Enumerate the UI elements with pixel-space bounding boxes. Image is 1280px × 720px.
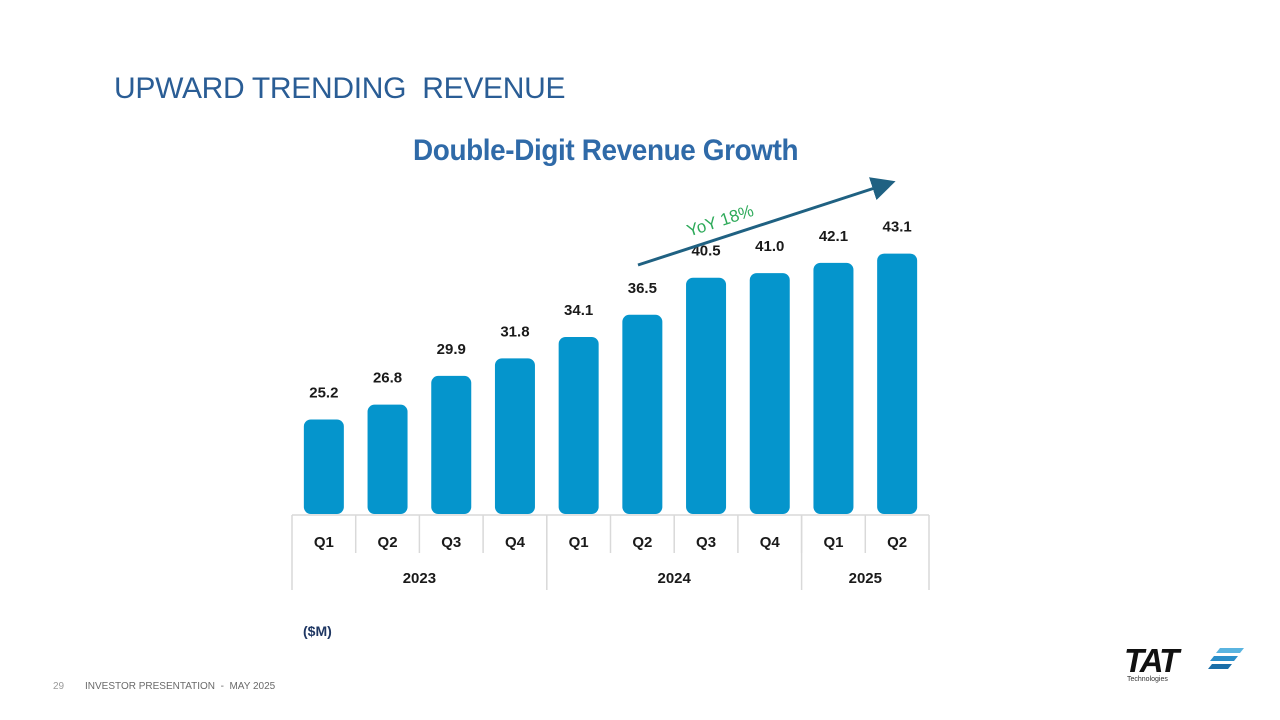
bar-9 <box>877 253 918 514</box>
quarter-label-1: Q2 <box>378 534 398 551</box>
logo-stripes-icon <box>1208 648 1244 669</box>
slide-title: UPWARD TRENDING REVENUE <box>114 72 566 105</box>
quarter-label-0: Q1 <box>314 534 334 551</box>
logo-wordmark: TAT <box>1124 642 1179 679</box>
value-label-4: 34.1 <box>564 302 593 319</box>
quarter-label-5: Q2 <box>632 534 652 551</box>
chart-title: Double-Digit Revenue Growth <box>413 134 799 167</box>
year-label-2024: 2024 <box>658 570 692 587</box>
value-label-1: 26.8 <box>373 370 402 387</box>
bar-4 <box>558 337 599 514</box>
quarter-label-8: Q1 <box>823 534 843 551</box>
quarter-label-6: Q3 <box>696 534 716 551</box>
bar-8 <box>813 262 854 514</box>
bar-2 <box>431 375 472 514</box>
quarter-label-7: Q4 <box>760 534 781 551</box>
value-label-8: 42.1 <box>819 228 848 245</box>
bar-3 <box>494 358 535 514</box>
value-label-7: 41.0 <box>755 238 784 255</box>
quarter-label-4: Q1 <box>569 534 589 551</box>
logo-subtitle: Technologies <box>1127 676 1168 683</box>
page-number: 29 <box>53 681 65 692</box>
bar-1 <box>367 404 408 514</box>
value-labels-layer: 25.2 26.8 29.9 31.8 34.1 36.5 40.5 41.0 42.1 43.1 <box>309 219 912 402</box>
year-label-2025: 2025 <box>849 570 882 587</box>
bar-0 <box>303 419 344 514</box>
quarter-label-9: Q2 <box>887 534 907 551</box>
footer-text: INVESTOR PRESENTATION - MAY 2025 <box>85 681 276 692</box>
trend-arrow-icon <box>637 177 896 267</box>
bar-7 <box>749 273 790 514</box>
category-table: Q1 Q2 Q3 Q4 Q1 Q2 Q3 Q4 Q1 Q2 2023 2024 2025 <box>291 514 930 590</box>
value-label-9: 43.1 <box>883 219 912 236</box>
value-label-3: 31.8 <box>500 323 529 340</box>
value-label-2: 29.9 <box>437 341 466 358</box>
value-label-5: 36.5 <box>628 280 657 297</box>
quarter-label-3: Q4 <box>505 534 526 551</box>
unit-label: ($M) <box>303 623 332 639</box>
bars-layer <box>303 253 918 514</box>
bar-5 <box>622 314 663 514</box>
yoy-growth-label: YoY 18% <box>685 201 757 240</box>
quarter-label-2: Q3 <box>441 534 461 551</box>
company-logo: TAT Technologies <box>1124 642 1244 688</box>
value-label-0: 25.2 <box>309 384 338 401</box>
year-label-2023: 2023 <box>403 570 436 587</box>
value-label-6: 40.5 <box>691 243 720 260</box>
bar-6 <box>686 277 727 514</box>
